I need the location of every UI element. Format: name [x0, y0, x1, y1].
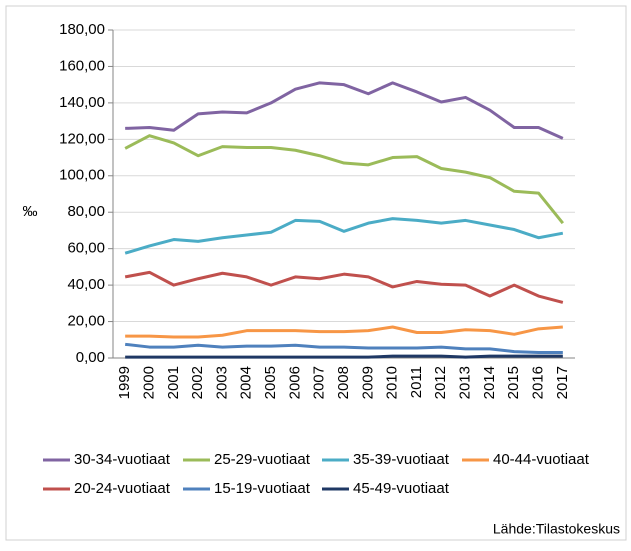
x-tick-label: 2003 — [213, 366, 230, 399]
x-tick-label: 2009 — [359, 366, 376, 399]
source: Lähde:Tilastokeskus — [493, 521, 620, 537]
x-tick-label: 2002 — [189, 366, 206, 399]
chart-border — [5, 5, 627, 541]
legend-label: 35-39-vuotiaat — [353, 451, 450, 468]
series-line — [124, 134, 565, 225]
x-tick-label: 2012 — [432, 366, 449, 399]
y-tick-label: 120,00 — [59, 130, 105, 147]
x-tick-label: 2017 — [554, 366, 571, 399]
series-line — [125, 354, 563, 359]
legend-label: 20-24-vuotiaat — [74, 480, 171, 497]
x-tick-label: 2000 — [140, 366, 157, 399]
x-tick-label: 1999 — [116, 366, 133, 399]
y-tick-label: 180,00 — [59, 21, 105, 38]
y-tick-label: 160,00 — [59, 57, 105, 74]
x-tick-label: 2001 — [165, 366, 182, 399]
legend-label: 40-44-vuotiaat — [493, 451, 590, 468]
y-tick-label: 20,00 — [67, 313, 105, 330]
series-line — [125, 325, 563, 339]
x-tick-label: 2007 — [311, 366, 328, 399]
y-tick-label: 100,00 — [59, 167, 105, 184]
y-tick-label: 140,00 — [59, 94, 105, 111]
x-tick-label: 2011 — [408, 366, 425, 398]
legend-label: 45-49-vuotiaat — [353, 480, 450, 497]
legend-label: 15-19-vuotiaat — [214, 480, 311, 497]
x-tick-label: 2015 — [505, 366, 522, 399]
legend-label: 25-29-vuotiaat — [214, 451, 311, 468]
x-tick-label: 2006 — [286, 366, 303, 399]
x-tick-label: 2010 — [384, 366, 401, 399]
x-tick-label: 2016 — [529, 366, 546, 399]
y-tick-label: 0,00 — [76, 349, 105, 366]
legend-label: 30-34-vuotiaat — [74, 451, 171, 468]
x-tick-label: 2014 — [481, 366, 498, 399]
y-tick-label: 80,00 — [67, 203, 105, 220]
x-tick-label: 2005 — [262, 366, 279, 399]
x-tick-label: 2008 — [335, 366, 352, 399]
x-tick-label: 2004 — [238, 366, 255, 399]
series-line — [124, 217, 564, 255]
x-tick-label: 2013 — [457, 366, 474, 399]
series-line — [124, 270, 564, 304]
y-tick-label: 40,00 — [67, 276, 105, 293]
series-line — [124, 342, 563, 355]
y-tick-label: 60,00 — [67, 240, 105, 257]
y-axis-label: ‰ — [23, 203, 38, 220]
series-line — [125, 81, 564, 140]
